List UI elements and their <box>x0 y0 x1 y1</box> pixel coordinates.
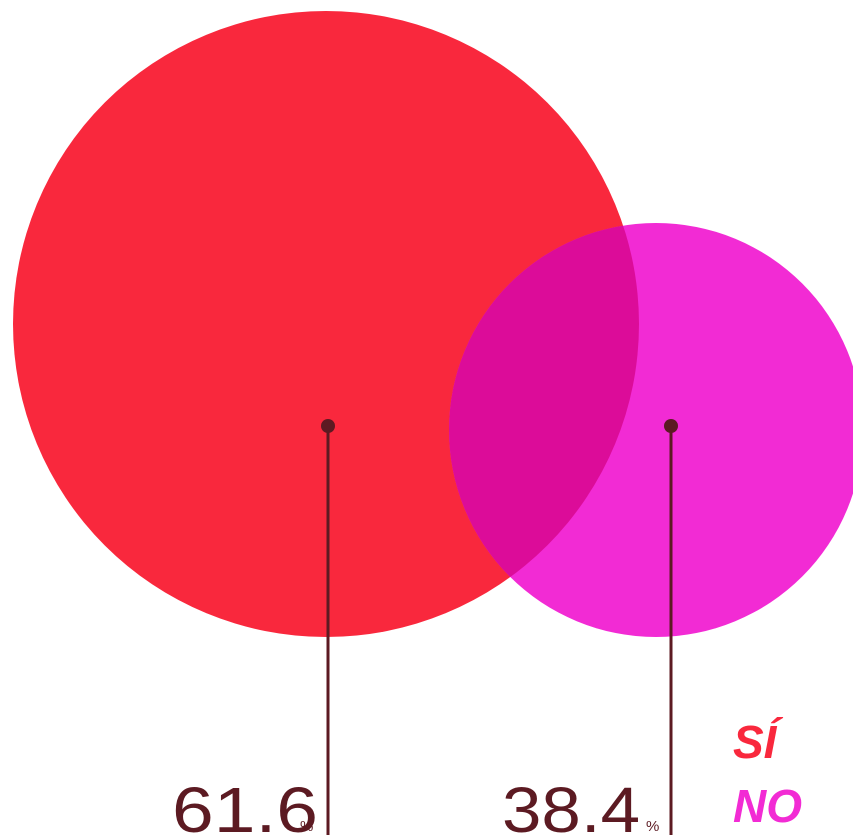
leader-dot-no <box>664 419 678 433</box>
leader-dot-si <box>321 419 335 433</box>
unit-label-si: % <box>300 818 313 835</box>
value-label-si: 61.6 <box>172 774 318 835</box>
bubble-overlap <box>449 223 639 637</box>
legend-label-si: SÍ <box>733 716 784 768</box>
legend-label-no: NO <box>733 780 802 832</box>
unit-label-no: % <box>646 818 659 835</box>
value-label-no: 38.4 <box>502 774 640 835</box>
